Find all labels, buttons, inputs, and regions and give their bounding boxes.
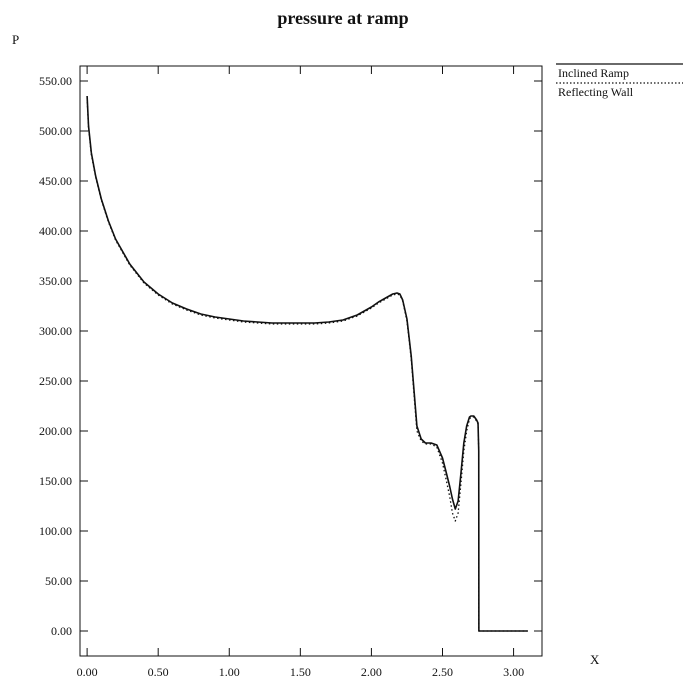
y-axis-ticks: 0.00 50.00 100.00 150.00 200.00 250.00 300.00 3… <box>39 74 542 638</box>
x-tick-label: 0.00 <box>77 665 98 679</box>
x-tick-label: 0.50 <box>148 665 169 679</box>
x-tick-label: 2.00 <box>361 665 382 679</box>
y-tick-label: 50.00 <box>45 574 72 588</box>
y-axis-label: P <box>12 32 19 47</box>
x-tick-label: 3.00 <box>503 665 524 679</box>
legend: Inclined Ramp Reflecting Wall <box>556 63 683 99</box>
series-line-inclined-ramp <box>86 95 528 632</box>
y-tick-label: 300.00 <box>39 324 72 338</box>
x-tick-label: 2.50 <box>432 665 453 679</box>
series-layer <box>86 95 528 632</box>
y-tick-label: 550.00 <box>39 74 72 88</box>
series-line-reflecting-wall <box>86 97 528 632</box>
y-tick-label: 100.00 <box>39 524 72 538</box>
y-tick-label: 350.00 <box>39 274 72 288</box>
y-tick-label: 500.00 <box>39 124 72 138</box>
y-tick-label: 0.00 <box>51 624 72 638</box>
chart-title: pressure at ramp <box>277 8 408 28</box>
x-axis-ticks: 0.00 0.50 1.00 1.50 2.00 2.50 3.00 <box>77 66 524 679</box>
y-tick-label: 400.00 <box>39 224 72 238</box>
legend-label-reflecting-wall: Reflecting Wall <box>558 85 634 99</box>
legend-label-inclined-ramp: Inclined Ramp <box>558 66 629 80</box>
y-tick-label: 250.00 <box>39 374 72 388</box>
plot-frame <box>79 65 543 657</box>
x-tick-label: 1.00 <box>219 665 240 679</box>
x-axis-label: X <box>590 652 600 667</box>
x-tick-label: 1.50 <box>290 665 311 679</box>
y-tick-label: 450.00 <box>39 174 72 188</box>
y-tick-label: 200.00 <box>39 424 72 438</box>
y-tick-label: 150.00 <box>39 474 72 488</box>
